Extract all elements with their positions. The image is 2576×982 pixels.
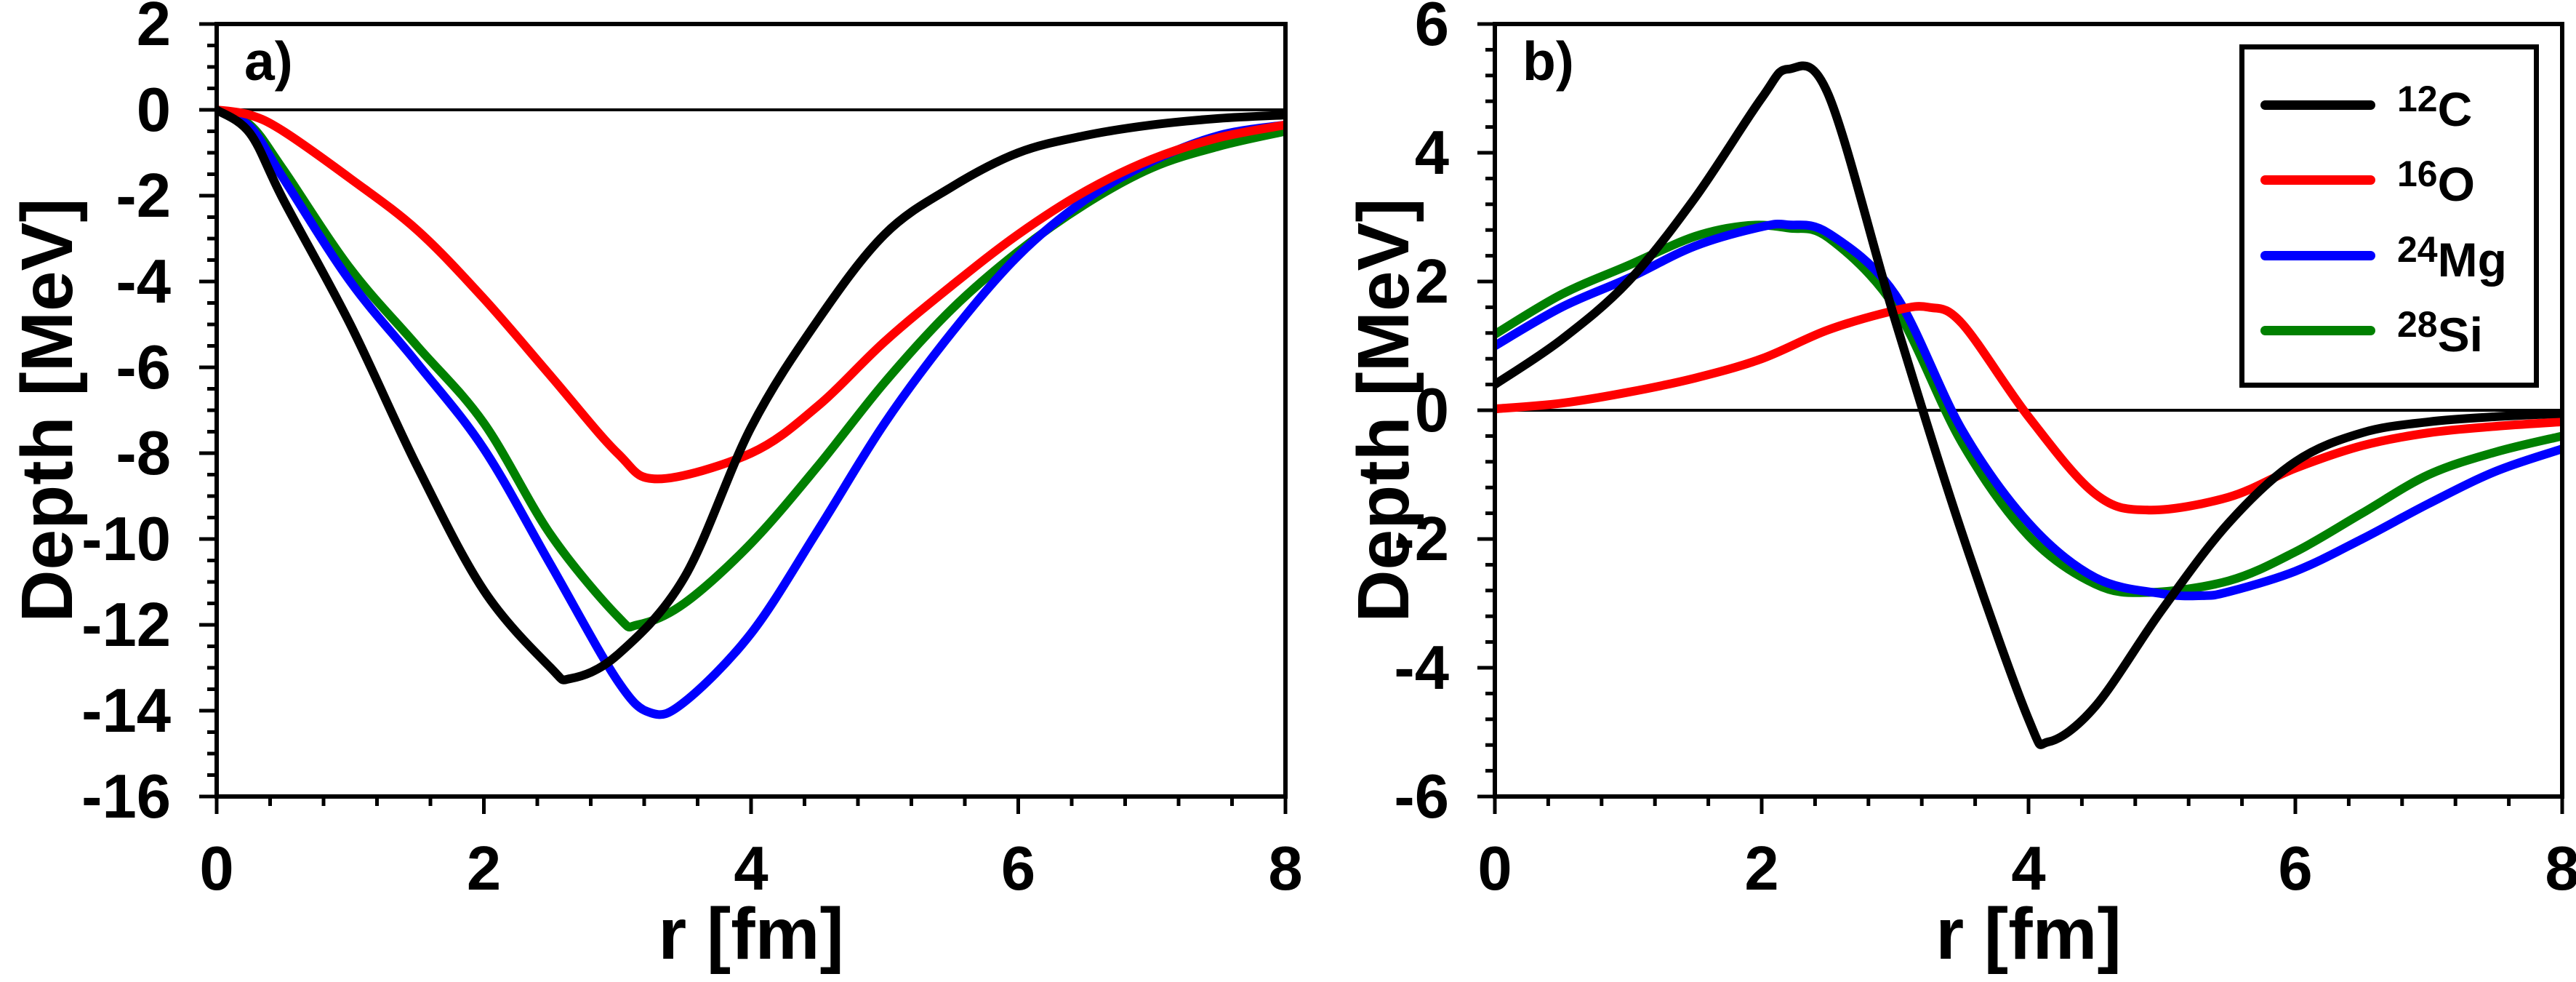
isotope-mass-superscript: 24 xyxy=(2397,229,2438,270)
x-axis-title-panel-b: r [fm] xyxy=(1935,893,2122,975)
x-tick-label-panel-b: 0 xyxy=(1477,834,1512,903)
legend-line-12C xyxy=(2260,100,2375,110)
y-tick-label-panel-a: 2 xyxy=(136,0,171,59)
x-tick-label-panel-a: 0 xyxy=(199,834,234,903)
curve-16O-panel-b xyxy=(1495,302,2562,515)
legend-entry-28Si: 28Si xyxy=(2244,295,2534,367)
x-tick-label-panel-b: 2 xyxy=(1744,834,1779,903)
y-tick-label-panel-b: 0 xyxy=(1414,375,1449,445)
x-tick-label-panel-b: 6 xyxy=(2278,834,2313,903)
curve-24Mg-panel-a xyxy=(217,105,1285,719)
x-tick-label-panel-a: 8 xyxy=(1268,834,1303,903)
curve-28Si-panel-b xyxy=(1495,220,2562,597)
y-tick-label-panel-b: -6 xyxy=(1394,762,1449,831)
panel-label-a: a) xyxy=(244,31,293,92)
y-tick-label-panel-b: 2 xyxy=(1414,247,1449,316)
curve-12C-panel-a xyxy=(217,105,1285,684)
x-tick-label-panel-b: 8 xyxy=(2545,834,2576,903)
isotope-mass-superscript: 16 xyxy=(2397,153,2438,194)
y-tick-label-panel-b: -2 xyxy=(1394,504,1449,574)
legend-box: 12C 16O 24Mg 28Si xyxy=(2239,44,2539,388)
y-tick-label-panel-a: -8 xyxy=(116,418,171,488)
y-tick-label-panel-a: -6 xyxy=(116,332,171,402)
y-tick-label-panel-a: 0 xyxy=(136,75,171,145)
isotope-mass-superscript: 12 xyxy=(2397,79,2438,119)
element-symbol: Si xyxy=(2437,308,2483,362)
curve-24Mg-panel-b xyxy=(1495,220,2562,601)
y-tick-label-panel-b: 4 xyxy=(1414,118,1449,188)
legend-entry-24Mg: 24Mg xyxy=(2244,220,2534,292)
legend-label-12C: 12C xyxy=(2397,79,2473,137)
legend-line-28Si xyxy=(2260,326,2375,335)
y-tick-label-panel-b: -4 xyxy=(1394,633,1449,703)
x-tick-label-panel-a: 6 xyxy=(1000,834,1036,903)
x-tick-label-panel-a: 2 xyxy=(466,834,502,903)
y-tick-label-panel-a: -16 xyxy=(81,762,171,831)
element-symbol: C xyxy=(2437,82,2473,136)
y-tick-label-panel-a: -2 xyxy=(116,161,171,231)
curve-16O-panel-a xyxy=(217,105,1285,484)
legend-label-16O: 16O xyxy=(2397,153,2475,212)
curve-12C-panel-b xyxy=(1495,61,2562,749)
y-tick-label-panel-a: -14 xyxy=(81,676,171,746)
plot-frame-panel-a xyxy=(214,22,1288,799)
legend-line-16O xyxy=(2260,175,2375,185)
legend-line-24Mg xyxy=(2260,251,2375,260)
y-tick-label-panel-a: -12 xyxy=(81,590,171,660)
legend-label-28Si: 28Si xyxy=(2397,304,2483,363)
curve-28Si-panel-a xyxy=(217,105,1285,632)
y-tick-label-panel-a: -10 xyxy=(81,504,171,574)
y-tick-label-panel-a: -4 xyxy=(116,247,171,316)
x-tick-label-panel-b: 4 xyxy=(2011,834,2046,903)
legend-entry-12C: 12C xyxy=(2244,69,2534,142)
legend-label-24Mg: 24Mg xyxy=(2397,229,2507,288)
x-tick-label-panel-a: 4 xyxy=(734,834,769,903)
y-tick-label-panel-b: 6 xyxy=(1414,0,1449,59)
x-axis-title-panel-a: r [fm] xyxy=(658,893,844,975)
legend-entry-16O: 16O xyxy=(2244,144,2534,217)
element-symbol: Mg xyxy=(2437,233,2507,287)
element-symbol: O xyxy=(2437,157,2475,211)
panel-label-b: b) xyxy=(1522,31,1574,92)
isotope-mass-superscript: 28 xyxy=(2397,304,2438,345)
